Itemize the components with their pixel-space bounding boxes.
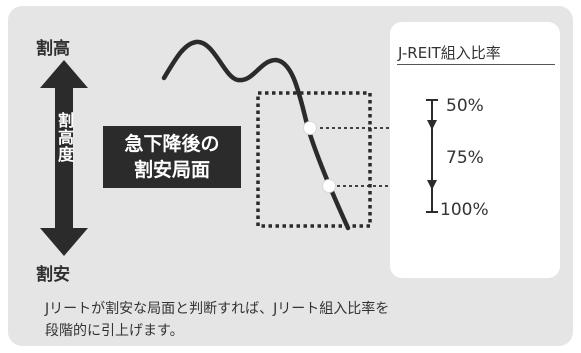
valuation-axis-label: 割高度	[55, 112, 74, 163]
allocation-scale-arrow	[426, 99, 438, 213]
ratio-50: 50%	[446, 96, 484, 116]
undervalued-label: 割安	[36, 265, 70, 285]
allocation-panel-title: J-REIT組入比率	[398, 44, 501, 62]
explanation-line-1: Jリートが割安な局面と判断すれば、Jリート組入比率を	[45, 301, 390, 317]
panel-title-underline	[397, 64, 555, 65]
price-curve	[161, 39, 351, 231]
valuation-scale-arrow	[40, 60, 88, 256]
focus-dotted-box	[256, 91, 372, 228]
marker-point-lower	[322, 179, 336, 193]
sharp-drop-callout: 急下降後の 割安局面	[103, 126, 241, 188]
callout-line-1: 急下降後の	[124, 133, 220, 155]
callout-line-2: 割安局面	[133, 159, 210, 181]
overvalued-label: 割高	[36, 39, 70, 59]
explanation-line-2: 段階的に引上げます。	[45, 323, 184, 339]
ratio-100: 100%	[440, 200, 489, 220]
marker-point-upper	[303, 121, 317, 135]
ratio-75: 75%	[446, 148, 484, 168]
